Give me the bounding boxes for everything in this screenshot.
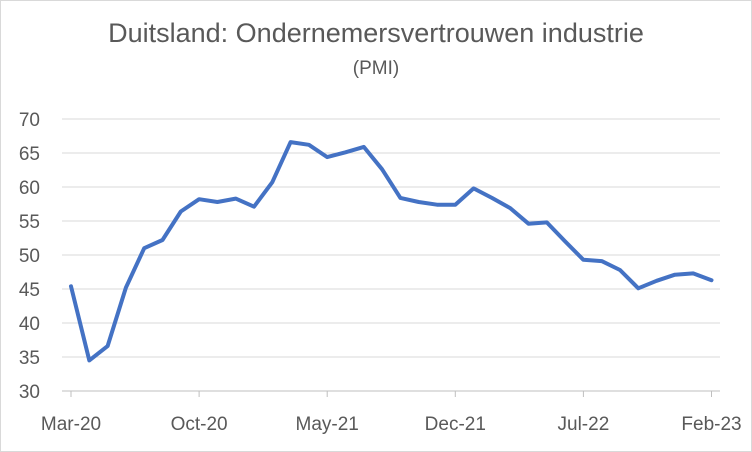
y-tick-label: 70	[19, 110, 40, 131]
chart-subtitle: (PMI)	[352, 58, 400, 79]
series-group	[69, 140, 714, 363]
y-tick-label: 60	[19, 178, 40, 199]
y-tick-label: 45	[19, 280, 40, 301]
chart-title: Duitsland: Ondernemersvertrouwen industr…	[108, 18, 644, 48]
y-axis-ticks: 30 35 40 45 50 55 60 65 70	[19, 110, 40, 403]
y-tick-label: 55	[19, 212, 40, 233]
x-tick-label: May-21	[296, 414, 359, 435]
series-line	[69, 140, 714, 363]
y-tick-label: 40	[19, 314, 40, 335]
x-tick-label: Feb-23	[681, 414, 741, 435]
y-tick-label: 30	[19, 382, 40, 403]
y-tick-label: 65	[19, 144, 40, 165]
y-tick-label: 50	[19, 246, 40, 267]
x-tick-label: Oct-20	[171, 414, 228, 435]
gridlines	[62, 118, 720, 358]
y-tick-label: 35	[19, 348, 40, 369]
x-tick-label: Mar-20	[41, 414, 101, 435]
x-tick-label: Jul-22	[558, 414, 610, 435]
x-tick-label: Dec-21	[425, 414, 486, 435]
x-axis-ticks: Mar-20 Oct-20 May-21 Dec-21 Jul-22 Feb-23	[41, 391, 742, 435]
